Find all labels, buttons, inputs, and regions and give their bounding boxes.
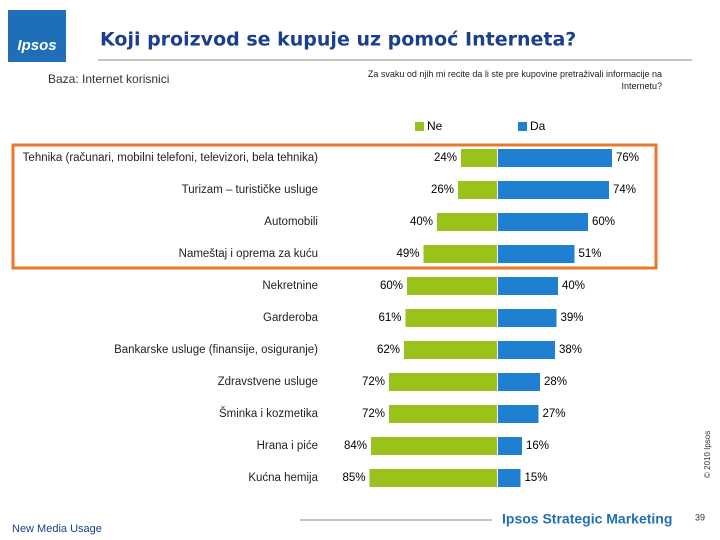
legend-swatch: [415, 122, 424, 131]
value-label: 39%: [561, 312, 584, 324]
value-label: 72%: [362, 408, 385, 420]
logo: Ipsos: [17, 37, 56, 54]
value-label: 15%: [525, 472, 548, 484]
legend-swatch: [518, 122, 527, 131]
category-label: Garderoba: [263, 312, 319, 324]
bar-ne: [458, 181, 497, 199]
footer-left: New Media Usage: [12, 523, 102, 535]
value-label: 24%: [434, 152, 457, 164]
logo-box: [8, 10, 66, 62]
value-label: 26%: [431, 184, 454, 196]
category-label: Šminka i kozmetika: [219, 407, 319, 420]
base: Baza: Internet korisnici: [48, 72, 169, 86]
bar-da: [498, 181, 609, 199]
category-label: Nekretnine: [262, 280, 318, 292]
value-label: 28%: [544, 376, 567, 388]
category-label: Automobili: [264, 216, 318, 228]
value-label: 72%: [362, 376, 385, 388]
bar-ne: [405, 309, 497, 327]
bar-da: [498, 149, 612, 167]
bar-da: [498, 341, 555, 359]
bar-ne: [389, 405, 497, 423]
value-label: 61%: [378, 312, 401, 324]
value-label: 40%: [410, 216, 433, 228]
bar-ne: [423, 245, 497, 263]
bar-ne: [437, 213, 497, 231]
value-label: 60%: [592, 216, 615, 228]
category-label: Nameštaj i oprema za kuću: [179, 248, 318, 260]
value-label: 40%: [562, 280, 585, 292]
title: Koji proizvod se kupuje uz pomoć Interne…: [100, 29, 576, 51]
bar-da: [498, 405, 539, 423]
bar-da: [498, 469, 521, 487]
bar-da: [498, 437, 522, 455]
bar-ne: [389, 373, 497, 391]
bar-ne: [404, 341, 497, 359]
bar-ne: [369, 469, 497, 487]
page-number: 39: [695, 512, 705, 522]
bar-ne: [461, 149, 497, 167]
bar-ne: [371, 437, 497, 455]
value-label: 85%: [342, 472, 365, 484]
legend-label: Da: [530, 119, 546, 133]
category-label: Bankarske usluge (finansije, osiguranje): [114, 344, 318, 356]
value-label: 84%: [344, 440, 367, 452]
legend-label: Ne: [427, 119, 443, 133]
value-label: 27%: [543, 408, 566, 420]
value-label: 62%: [377, 344, 400, 356]
bar-da: [498, 245, 575, 263]
value-label: 76%: [616, 152, 639, 164]
value-label: 49%: [396, 248, 419, 260]
category-label: Turizam – turističke usluge: [182, 184, 318, 196]
value-label: 60%: [380, 280, 403, 292]
category-label: Zdravstvene usluge: [218, 376, 318, 388]
category-label: Kućna hemija: [248, 472, 318, 484]
highlight-box: [11, 143, 658, 270]
value-label: 51%: [579, 248, 602, 260]
brand: Ipsos Strategic Marketing: [502, 511, 672, 527]
value-label: 38%: [559, 344, 582, 356]
category-label: Hrana i piće: [257, 440, 318, 452]
bar-ne: [407, 277, 497, 295]
bar-da: [498, 277, 558, 295]
copyright: © 2010 Ipsos: [703, 431, 712, 478]
bar-da: [498, 309, 557, 327]
category-label: Tehnika (računari, mobilni telefoni, tel…: [23, 152, 318, 164]
bar-da: [498, 213, 588, 231]
value-label: 74%: [613, 184, 636, 196]
question: Za svaku od njih mi recite da li ste pre…: [367, 69, 662, 91]
value-label: 16%: [526, 440, 549, 452]
bar-da: [498, 373, 540, 391]
